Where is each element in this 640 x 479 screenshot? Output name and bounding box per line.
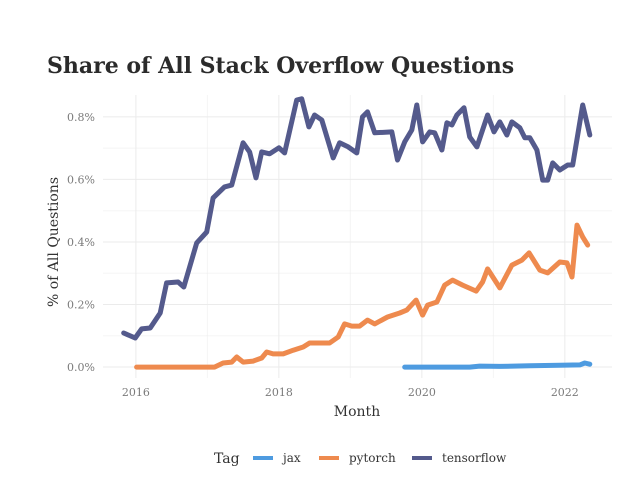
y-tick-label: 0.0%	[67, 361, 95, 374]
grid	[103, 95, 612, 378]
legend-label-tensorflow: tensorflow	[442, 451, 507, 465]
x-axis-ticks: 2016 2018 2020 2022	[122, 386, 579, 399]
y-tick-label: 0.4%	[67, 236, 95, 249]
series-line-pytorch	[134, 222, 591, 370]
x-tick-label: 2018	[265, 386, 293, 399]
x-axis-label: Month	[334, 404, 380, 420]
y-tick-label: 0.2%	[67, 299, 95, 312]
legend-label-pytorch: pytorch	[349, 451, 396, 465]
y-tick-label: 0.8%	[67, 111, 95, 124]
x-tick-label: 2022	[551, 386, 579, 399]
y-axis-ticks: 0.0% 0.2% 0.4% 0.6% 0.8%	[67, 111, 95, 374]
legend-title: Tag	[214, 451, 240, 467]
legend-label-jax: jax	[281, 451, 301, 465]
x-tick-label: 2016	[122, 386, 150, 399]
series-line-jax	[402, 360, 593, 370]
series-line-tensorflow	[121, 96, 593, 341]
y-tick-label: 0.6%	[67, 173, 95, 186]
x-tick-label: 2020	[408, 386, 436, 399]
chart-title: Share of All Stack Overflow Questions	[47, 53, 514, 79]
legend: Tag jax pytorch tensorflow	[214, 451, 507, 467]
y-axis-label: % of All Questions	[46, 177, 62, 307]
plot-lines	[121, 96, 593, 370]
